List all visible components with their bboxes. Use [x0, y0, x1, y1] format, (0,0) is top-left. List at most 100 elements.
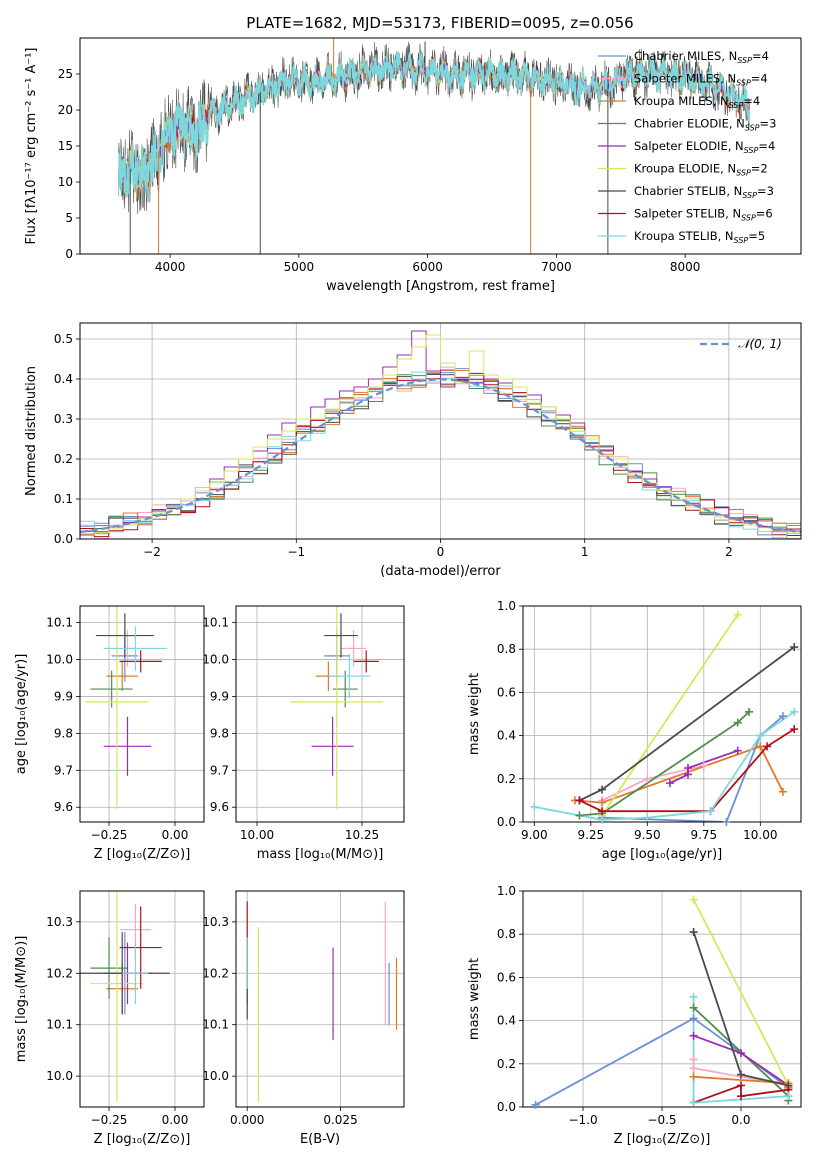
weight-point: [745, 707, 754, 716]
y-tick-label: 10.2: [46, 966, 73, 980]
y-axis-label: age [log₁₀(age/yr)]: [14, 654, 29, 775]
weight-line: [692, 899, 790, 1086]
x-tick-label: 10.25: [345, 828, 379, 842]
x-axis-label: Z [log₁₀(Z/Z⊙)]: [94, 847, 191, 862]
y-tick-label: 9.8: [54, 726, 73, 740]
weight-vs-age-panel: 9.00 9.25 9.50 9.75 10.00 0.0 0.2 0.4 0.6 0.8 1.0 a…: [467, 599, 802, 862]
y-tick-label: 10.1: [46, 616, 73, 630]
x-tick-label: −0.25: [91, 1113, 128, 1127]
x-tick-label: 1: [581, 545, 589, 559]
legend-label: Chabrier MILES, NSSP=4: [634, 49, 769, 65]
weight-point: [699, 761, 708, 770]
weight-point: [689, 992, 698, 1001]
y-tick-label: 0.0: [497, 1100, 516, 1114]
weight-point: [643, 813, 652, 822]
y-tick-label: 10.1: [46, 1018, 73, 1032]
weight-line: [601, 614, 739, 817]
x-tick-label: 10.00: [743, 828, 777, 842]
y-tick-label: 0.4: [497, 729, 516, 743]
weight-point: [598, 785, 607, 794]
x-tick-label: 5000: [284, 260, 315, 274]
weight-point: [736, 1081, 745, 1090]
x-tick-label: 0.000: [230, 1113, 264, 1127]
y-tick-label: 0.0: [54, 532, 73, 546]
weight-point: [689, 1014, 698, 1023]
x-axis-label: E(B-V): [300, 1132, 340, 1147]
mass-vs-ebv-panel: 0.000 0.025 10.0 10.1 10.2 10.3 E(B-V): [202, 890, 405, 1147]
y-tick-label: 0.8: [497, 927, 516, 941]
residuals-panel: −2 −1 0 1 2 0.0 0.1 0.2 0.3 0.4 0.5 (data-model)/er…: [24, 322, 802, 579]
y-tick-label: 10.1: [202, 616, 229, 630]
y-tick-label: 10.0: [202, 653, 229, 667]
y-axis-label: Flux [fλ10⁻¹⁷ erg cm⁻² s⁻¹ A⁻¹]: [24, 48, 39, 245]
mass-vs-z-panel: −0.25 0.00 10.0 10.1 10.2 10.3 Z [log₁₀(Z/Z⊙)]…: [14, 890, 205, 1147]
y-tick-label: 0.3: [54, 412, 73, 426]
x-axis-label: Z [log₁₀(Z/Z⊙)]: [94, 1132, 191, 1147]
y-tick-label: 20: [58, 103, 73, 117]
y-tick-label: 1.0: [497, 884, 516, 898]
weight-point: [756, 742, 765, 751]
weight-point: [736, 1049, 745, 1057]
age-vs-z-panel: −0.25 0.00 9.6 9.7 9.8 9.9 10.0 10.1 Z [log₁₀(Z/…: [14, 605, 205, 862]
x-tick-label: 0.00: [162, 828, 189, 842]
plot-area: [290, 606, 383, 810]
y-tick-label: 10.0: [202, 1069, 229, 1083]
weight-vs-z-panel: −1.0 −0.5 0.0 0.0 0.2 0.4 0.6 0.8 1.0 Z [log₁₀(Z/…: [467, 884, 802, 1147]
plot-area: [246, 901, 398, 1102]
y-tick-label: 10.3: [202, 915, 229, 929]
x-tick-label: 2: [725, 545, 733, 559]
y-axis-label: Normed distribution: [24, 366, 39, 496]
axes-frame: [235, 890, 405, 1108]
y-tick-label: 10.0: [46, 1069, 73, 1083]
weight-point: [689, 1064, 698, 1073]
weight-line: [693, 1084, 789, 1104]
weight-point: [689, 1055, 698, 1064]
plot-area: [80, 891, 170, 1102]
y-tick-label: 0.6: [497, 685, 516, 699]
weight-point: [531, 1100, 540, 1109]
weight-point: [763, 742, 772, 751]
weight-point: [733, 610, 742, 619]
weight-point: [778, 712, 787, 721]
y-axis-label: mass weight: [467, 673, 482, 755]
weight-point: [790, 725, 799, 734]
y-tick-label: 0.6: [497, 970, 516, 984]
y-tick-label: 0.2: [497, 772, 516, 786]
x-tick-label: −2: [143, 545, 161, 559]
legend-label: Salpeter STELIB, NSSP=6: [634, 207, 773, 223]
age-vs-mass-panel: 10.00 10.25 9.6 9.7 9.8 9.9 10.0 10.1 mass [log₁…: [202, 605, 405, 862]
x-tick-label: 9.25: [577, 828, 604, 842]
y-tick-label: 9.8: [210, 726, 229, 740]
x-tick-label: 4000: [155, 260, 186, 274]
weight-point: [733, 718, 742, 727]
y-tick-label: 0.1: [54, 492, 73, 506]
y-axis-label: mass weight: [467, 958, 482, 1040]
y-tick-label: 9.9: [210, 689, 229, 703]
weight-point: [689, 928, 698, 937]
weight-line: [579, 646, 795, 802]
y-tick-label: 10.2: [202, 966, 229, 980]
x-axis-label: (data-model)/error: [380, 564, 501, 579]
weight-point: [790, 643, 799, 652]
x-tick-label: 6000: [412, 260, 443, 274]
x-tick-label: 0.0: [731, 1113, 750, 1127]
y-tick-label: 0: [65, 247, 73, 261]
weight-line: [534, 711, 795, 821]
x-tick-label: 8000: [670, 260, 701, 274]
weight-point: [689, 1031, 698, 1040]
x-tick-label: 0: [437, 545, 445, 559]
weight-point: [683, 764, 692, 772]
weight-point: [784, 1092, 793, 1101]
y-tick-label: 0.4: [497, 1014, 516, 1028]
legend-label: Salpeter MILES, NSSP=4: [634, 72, 768, 88]
figure-title: PLATE=1682, MJD=53173, FIBERID=0095, z=0…: [246, 14, 633, 32]
y-tick-label: 15: [58, 139, 73, 153]
axes-frame: [79, 605, 205, 823]
y-tick-label: 10.1: [202, 1018, 229, 1032]
plot-area: [80, 330, 801, 539]
y-tick-label: 10.3: [46, 915, 73, 929]
weight-point: [598, 807, 607, 816]
weight-point: [736, 1070, 745, 1079]
y-tick-label: 0.4: [54, 372, 73, 386]
